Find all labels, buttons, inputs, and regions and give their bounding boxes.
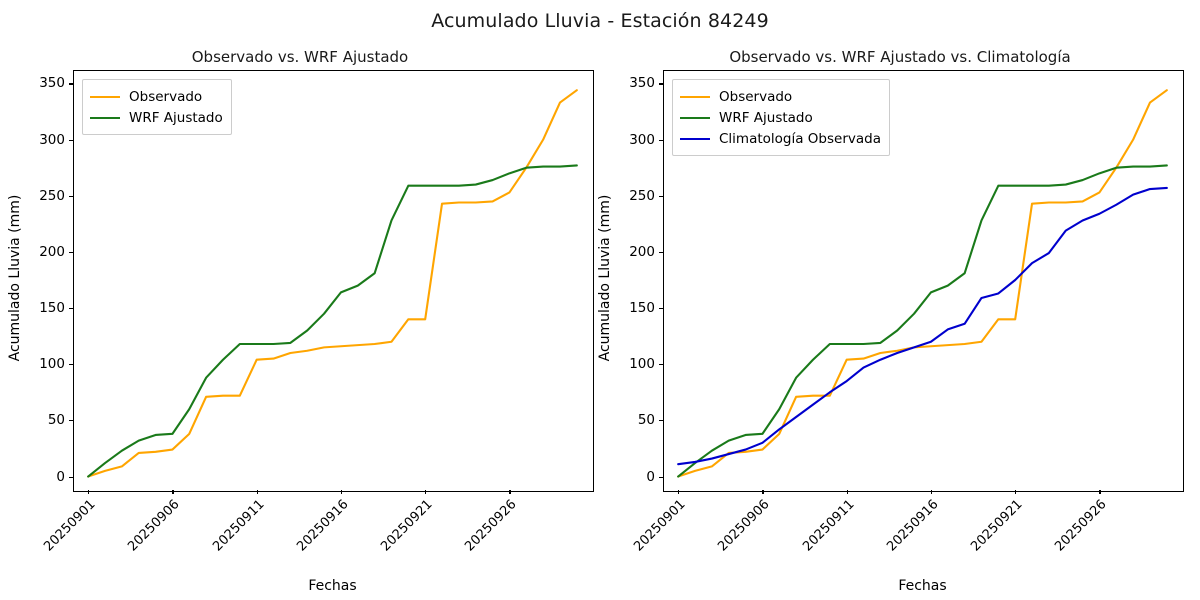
x-tick-mark xyxy=(172,490,174,494)
y-tick-mark xyxy=(69,420,73,422)
subplot-left-xlabel: Fechas xyxy=(308,578,357,594)
subplot-right-lines xyxy=(677,89,1168,478)
subplot-right-legend[interactable]: Observado WRF Ajustado Climatología Observ… xyxy=(672,79,890,156)
legend-line-icon xyxy=(90,95,120,98)
y-tick-mark xyxy=(659,420,663,422)
legend-line-icon xyxy=(90,116,120,119)
subplot-right-axes xyxy=(663,70,1184,492)
y-tick-mark xyxy=(659,251,663,254)
subplot-left-lines xyxy=(87,89,578,478)
legend-line-icon xyxy=(680,116,710,119)
legend-item[interactable]: WRF Ajustado xyxy=(90,107,223,128)
y-tick-mark xyxy=(659,83,663,85)
y-tick-label: 150 xyxy=(629,300,655,317)
y-tick-mark xyxy=(69,308,73,310)
y-tick-mark xyxy=(69,195,73,197)
x-tick-mark xyxy=(256,490,258,494)
y-tick-mark xyxy=(659,364,663,366)
y-tick-mark xyxy=(659,139,663,141)
x-tick-mark xyxy=(846,490,848,494)
subplot-left-title: Observado vs. WRF Ajustado xyxy=(191,48,409,66)
figure-title: Acumulado Lluvia - Estación 84249 xyxy=(431,10,769,32)
series-line xyxy=(677,186,1168,466)
legend-item-label: Observado xyxy=(719,88,793,105)
subplot-right-xlabel: Fechas xyxy=(898,578,947,594)
y-tick-mark xyxy=(69,251,73,254)
y-tick-label: 150 xyxy=(39,300,65,317)
x-tick-mark xyxy=(678,490,680,494)
x-tick-mark xyxy=(1099,490,1101,494)
series-line xyxy=(87,89,578,478)
y-tick-label: 100 xyxy=(39,356,65,373)
series-line xyxy=(677,89,1168,478)
y-tick-label: 300 xyxy=(39,131,65,148)
y-tick-label: 50 xyxy=(637,412,655,429)
legend-item-label: WRF Ajustado xyxy=(719,109,813,126)
legend-item[interactable]: WRF Ajustado xyxy=(680,107,881,128)
y-tick-label: 250 xyxy=(39,187,65,204)
x-tick-mark xyxy=(1015,490,1017,494)
legend-item[interactable]: Climatología Observada xyxy=(680,128,881,149)
y-tick-label: 300 xyxy=(629,131,655,148)
y-tick-label: 0 xyxy=(56,468,65,485)
y-tick-mark xyxy=(69,139,73,141)
x-tick-mark xyxy=(425,490,427,494)
y-tick-label: 200 xyxy=(39,243,65,260)
legend-item[interactable]: Observado xyxy=(90,86,223,107)
subplot-right: Observado vs. WRF Ajustado vs. Climatolo… xyxy=(597,0,1200,600)
legend-item-label: Observado xyxy=(129,88,203,105)
y-tick-label: 350 xyxy=(629,75,655,92)
x-tick-mark xyxy=(930,490,933,494)
series-line xyxy=(677,164,1168,478)
y-tick-label: 250 xyxy=(629,187,655,204)
y-tick-mark xyxy=(659,195,663,197)
y-tick-mark xyxy=(69,83,73,85)
x-tick-mark xyxy=(88,490,90,494)
legend-item-label: WRF Ajustado xyxy=(129,109,223,126)
legend-line-icon xyxy=(680,137,710,140)
subplot-left-legend[interactable]: Observado WRF Ajustado xyxy=(82,79,232,135)
legend-item-label: Climatología Observada xyxy=(719,130,881,147)
y-tick-mark xyxy=(69,364,73,366)
x-tick-mark xyxy=(509,490,511,494)
y-tick-label: 0 xyxy=(646,468,655,485)
legend-line-icon xyxy=(680,95,710,98)
y-tick-label: 200 xyxy=(629,243,655,260)
y-tick-mark xyxy=(659,476,663,478)
x-tick-mark xyxy=(762,490,764,494)
legend-item[interactable]: Observado xyxy=(680,86,881,107)
y-tick-label: 50 xyxy=(47,412,65,429)
y-tick-label: 100 xyxy=(629,356,655,373)
y-tick-mark xyxy=(659,308,663,310)
subplot-left: Observado vs. WRF Ajustado Acumulado Llu… xyxy=(7,48,594,594)
y-tick-label: 350 xyxy=(39,75,65,92)
subplot-left-axes xyxy=(73,70,594,492)
series-line xyxy=(87,164,578,478)
subplot-right-title: Observado vs. WRF Ajustado vs. Climatolo… xyxy=(729,48,1071,66)
y-tick-mark xyxy=(69,476,73,478)
x-tick-mark xyxy=(340,490,343,494)
